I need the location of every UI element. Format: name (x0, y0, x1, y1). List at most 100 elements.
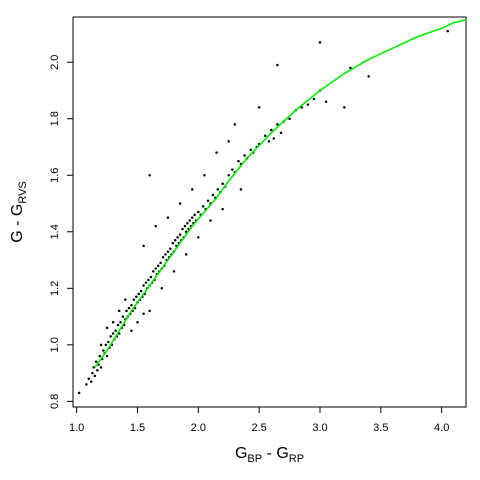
data-point (144, 281, 148, 284)
data-point (142, 312, 145, 315)
data-point (109, 335, 112, 338)
data-point (203, 174, 206, 177)
data-point (102, 349, 105, 352)
data-point (306, 103, 310, 106)
data-point (169, 247, 172, 250)
y-axis-ticks: 0.8 1.0 1.2 1.4 1.6 1.8 2.0 (49, 55, 73, 409)
data-point (243, 154, 246, 157)
data-point (111, 332, 115, 335)
data-point (276, 63, 279, 67)
data-point (98, 354, 102, 358)
data-point (99, 366, 103, 369)
data-point (349, 66, 352, 70)
data-point (87, 377, 91, 380)
y-tick-label: 1.6 (49, 168, 61, 183)
data-point (154, 224, 157, 228)
data-point (206, 199, 210, 202)
data-point (164, 253, 167, 256)
data-point (188, 219, 192, 222)
data-point (233, 123, 237, 126)
x-tick-label: 2.0 (191, 422, 206, 434)
data-point (183, 224, 187, 228)
data-point (166, 216, 170, 219)
data-point (149, 275, 153, 279)
y-tick-label: 1.0 (49, 337, 61, 352)
fit-line (94, 19, 467, 368)
data-point (91, 371, 94, 375)
data-point (216, 188, 220, 191)
data-point (171, 241, 175, 245)
data-point (209, 219, 212, 222)
data-point (85, 383, 88, 386)
data-point (161, 255, 165, 259)
data-point (121, 315, 125, 318)
data-point (312, 97, 316, 101)
data-point (237, 159, 240, 163)
data-point (267, 140, 271, 143)
data-point (173, 239, 177, 242)
data-point (186, 222, 189, 225)
y-tick-label: 1.2 (49, 281, 61, 296)
x-tick-label: 1.5 (130, 422, 145, 434)
data-point (137, 292, 140, 296)
data-point (172, 270, 176, 273)
data-point (107, 340, 110, 344)
data-point (130, 329, 133, 332)
data-point (181, 227, 184, 231)
data-point (249, 148, 252, 152)
data-point (190, 216, 194, 219)
data-point (367, 75, 370, 78)
data-point (197, 236, 200, 239)
data-point (105, 354, 109, 358)
data-point (276, 123, 279, 126)
data-point (116, 323, 120, 327)
data-point (119, 320, 122, 324)
data-point (105, 326, 109, 330)
data-point (176, 236, 179, 239)
data-point (96, 369, 99, 372)
data-point (184, 253, 188, 256)
data-point (156, 264, 160, 267)
data-point (90, 380, 93, 383)
data-point (104, 343, 108, 347)
data-point (117, 309, 121, 313)
data-point (154, 267, 157, 270)
x-tick-label: 3.0 (312, 422, 327, 434)
data-point (92, 366, 95, 369)
data-point (160, 287, 164, 290)
data-point (227, 140, 230, 143)
data-point (263, 134, 267, 137)
data-point (124, 298, 127, 301)
data-point (178, 202, 182, 205)
data-point (142, 244, 145, 248)
y-axis-title: G - GRVS (9, 181, 29, 243)
data-point (93, 374, 97, 378)
data-point (99, 343, 103, 347)
data-point (201, 205, 205, 208)
y-tick-label: 1.8 (49, 111, 61, 126)
data-point (197, 210, 200, 214)
data-point (94, 360, 98, 364)
data-point (147, 278, 150, 282)
x-axis-ticks: 1.0 1.5 2.0 2.5 3.0 3.5 4.0 (69, 407, 449, 434)
x-tick-label: 2.5 (252, 422, 267, 434)
y-tick-label: 0.8 (49, 394, 61, 409)
data-point (221, 182, 224, 185)
data-point (239, 188, 243, 191)
data-point (148, 174, 151, 177)
data-point (152, 270, 155, 273)
data-point (190, 188, 194, 191)
data-point (166, 250, 170, 253)
y-tick-label: 2.0 (49, 55, 61, 70)
data-point (130, 304, 133, 307)
data-point (324, 100, 328, 104)
data-point (343, 106, 346, 109)
data-point (127, 306, 131, 310)
data-point (193, 213, 196, 217)
x-tick-label: 4.0 (434, 422, 449, 434)
plot-frame (72, 16, 467, 408)
data-point (446, 29, 449, 33)
data-point (111, 320, 115, 324)
data-point (221, 207, 224, 211)
